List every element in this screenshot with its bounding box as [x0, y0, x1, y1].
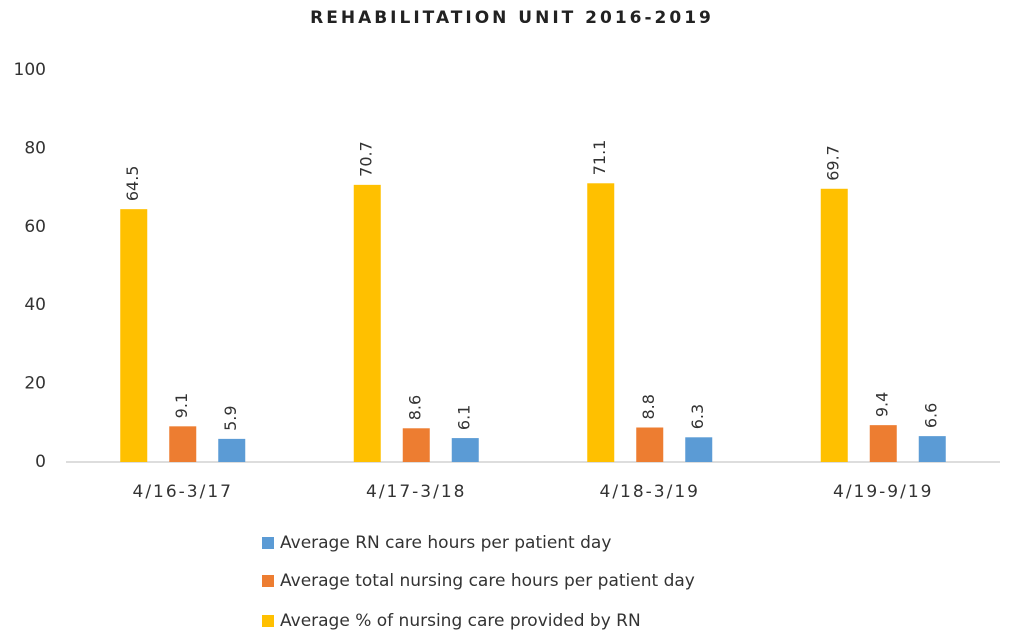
- y-tick-label: 20: [24, 374, 46, 394]
- data-label: 5.9: [221, 405, 240, 430]
- legend-swatch: [262, 537, 274, 549]
- data-label: 8.8: [639, 394, 658, 419]
- x-tick-label: 4/17-3/18: [366, 482, 467, 502]
- x-tick-label: 4/19-9/19: [833, 482, 934, 502]
- x-tick-label: 4/16-3/17: [133, 482, 234, 502]
- bar: [120, 209, 148, 462]
- bar: [869, 425, 897, 462]
- legend-swatch: [262, 575, 274, 587]
- bar: [685, 437, 713, 462]
- bar: [353, 184, 381, 462]
- bar: [169, 426, 197, 462]
- data-label: 71.1: [590, 140, 609, 176]
- bar: [218, 438, 246, 462]
- data-label: 64.5: [123, 166, 142, 202]
- bar: [587, 183, 615, 462]
- data-label: 6.6: [922, 403, 941, 428]
- legend-label: Average % of nursing care provided by RN: [280, 611, 641, 631]
- data-label: 8.6: [406, 395, 425, 420]
- legend-label: Average RN care hours per patient day: [280, 533, 611, 553]
- data-label: 9.1: [172, 393, 191, 418]
- bar: [918, 436, 946, 462]
- bar: [636, 427, 664, 462]
- y-tick-label: 60: [24, 217, 46, 237]
- bar: [402, 428, 430, 462]
- y-tick-label: 0: [35, 452, 46, 472]
- x-tick-label: 4/18-3/19: [600, 482, 701, 502]
- bar: [451, 438, 479, 462]
- data-label: 70.7: [357, 141, 376, 177]
- chart-title: REHABILITATION UNIT 2016-2019: [310, 8, 714, 28]
- data-label: 6.1: [455, 405, 474, 430]
- y-tick-label: 100: [14, 60, 46, 80]
- data-label: 6.3: [688, 404, 707, 429]
- legend-label: Average total nursing care hours per pat…: [280, 571, 695, 591]
- legend-swatch: [262, 615, 274, 627]
- data-label: 69.7: [824, 145, 843, 181]
- y-tick-label: 40: [24, 295, 46, 315]
- y-tick-label: 80: [24, 138, 46, 158]
- data-label: 9.4: [873, 392, 892, 417]
- bar: [820, 188, 848, 462]
